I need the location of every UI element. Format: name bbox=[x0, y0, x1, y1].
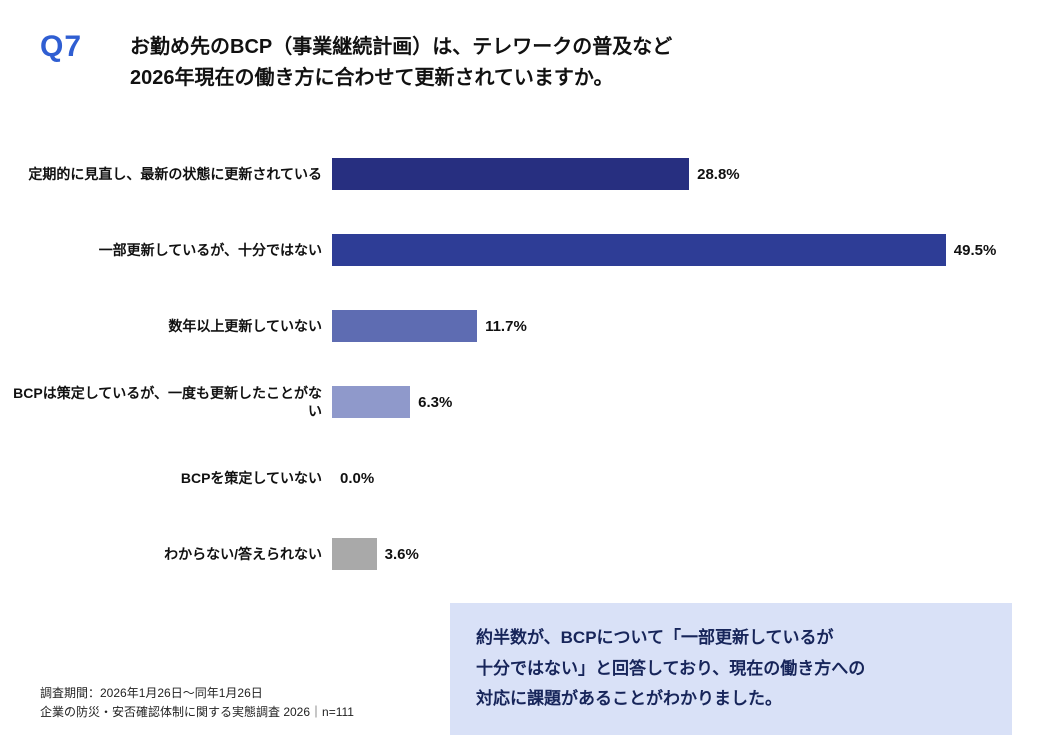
category-label: BCPを策定していない bbox=[180, 469, 322, 486]
value-label: 3.6% bbox=[384, 545, 419, 563]
bar-row: BCPを策定していない 0.0% bbox=[0, 440, 1060, 516]
bar-area: 28.8% bbox=[332, 158, 1060, 190]
value-label: 28.8% bbox=[697, 165, 740, 183]
category-label: 一部更新しているが、十分ではない bbox=[98, 241, 322, 258]
bar bbox=[332, 234, 946, 266]
bar bbox=[332, 386, 411, 418]
value-label: 11.7% bbox=[485, 317, 527, 335]
survey-period: 調査期間：2026年1月26日～同年1月26日 bbox=[40, 685, 263, 700]
bar bbox=[332, 538, 377, 570]
insight-note-line1: 約半数が、BCPについて「一部更新しているが bbox=[476, 628, 834, 647]
question-header: Q7 お勤め先のBCP（事業継続計画）は、テレワークの普及など 2026年現在の… bbox=[0, 0, 1060, 94]
bar-row: BCPは策定しているが、一度も更新したことがない 6.3% bbox=[0, 364, 1060, 440]
value-label: 0.0% bbox=[340, 469, 375, 487]
bar bbox=[332, 158, 690, 190]
bar-area: 49.5% bbox=[332, 234, 1060, 266]
insight-note-line2: 十分ではない」と回答しており、現在の働き方への bbox=[476, 658, 866, 678]
category-label: 数年以上更新していない bbox=[168, 317, 322, 334]
survey-footer: 調査期間：2026年1月26日～同年1月26日 企業の防災・安否確認体制に関する… bbox=[40, 684, 354, 722]
question-title-line2: 2026年現在の働き方に合わせて更新されていますか。 bbox=[130, 67, 614, 89]
insight-note-line3: 対応に課題があることがわかりました。 bbox=[476, 689, 782, 709]
bar-row: わからない/答えられない 3.6% bbox=[0, 516, 1060, 592]
question-title-line1: お勤め先のBCP（事業継続計画）は、テレワークの普及など bbox=[130, 36, 673, 58]
bar-row: 一部更新しているが、十分ではない 49.5% bbox=[0, 212, 1060, 288]
question-number: Q7 bbox=[40, 30, 83, 63]
category-label: BCPは策定しているが、一度も更新したことがない bbox=[13, 384, 322, 419]
bar-row: 定期的に見直し、最新の状態に更新されている 28.8% bbox=[0, 136, 1060, 212]
survey-source: 企業の防災・安否確認体制に関する実態調査 2026｜n=111 bbox=[40, 704, 354, 719]
question-title: お勤め先のBCP（事業継続計画）は、テレワークの普及など 2026年現在の働き方… bbox=[130, 30, 672, 94]
insight-note: 約半数が、BCPについて「一部更新しているが 十分ではない」と回答しており、現在… bbox=[450, 603, 1012, 735]
category-label: わからない/答えられない bbox=[164, 545, 322, 562]
bar-row: 数年以上更新していない 11.7% bbox=[0, 288, 1060, 364]
bar-area: 0.0% bbox=[332, 470, 1060, 487]
bar bbox=[332, 310, 478, 342]
category-label: 定期的に見直し、最新の状態に更新されている bbox=[28, 165, 322, 182]
horizontal-bar-chart: 定期的に見直し、最新の状態に更新されている 28.8% 一部更新しているが、十分では… bbox=[0, 136, 1060, 592]
value-label: 49.5% bbox=[953, 241, 997, 259]
bar-area: 3.6% bbox=[332, 538, 1060, 570]
value-label: 6.3% bbox=[418, 393, 453, 411]
bar-area: 11.7% bbox=[332, 310, 1060, 342]
bar-area: 6.3% bbox=[332, 386, 1060, 418]
